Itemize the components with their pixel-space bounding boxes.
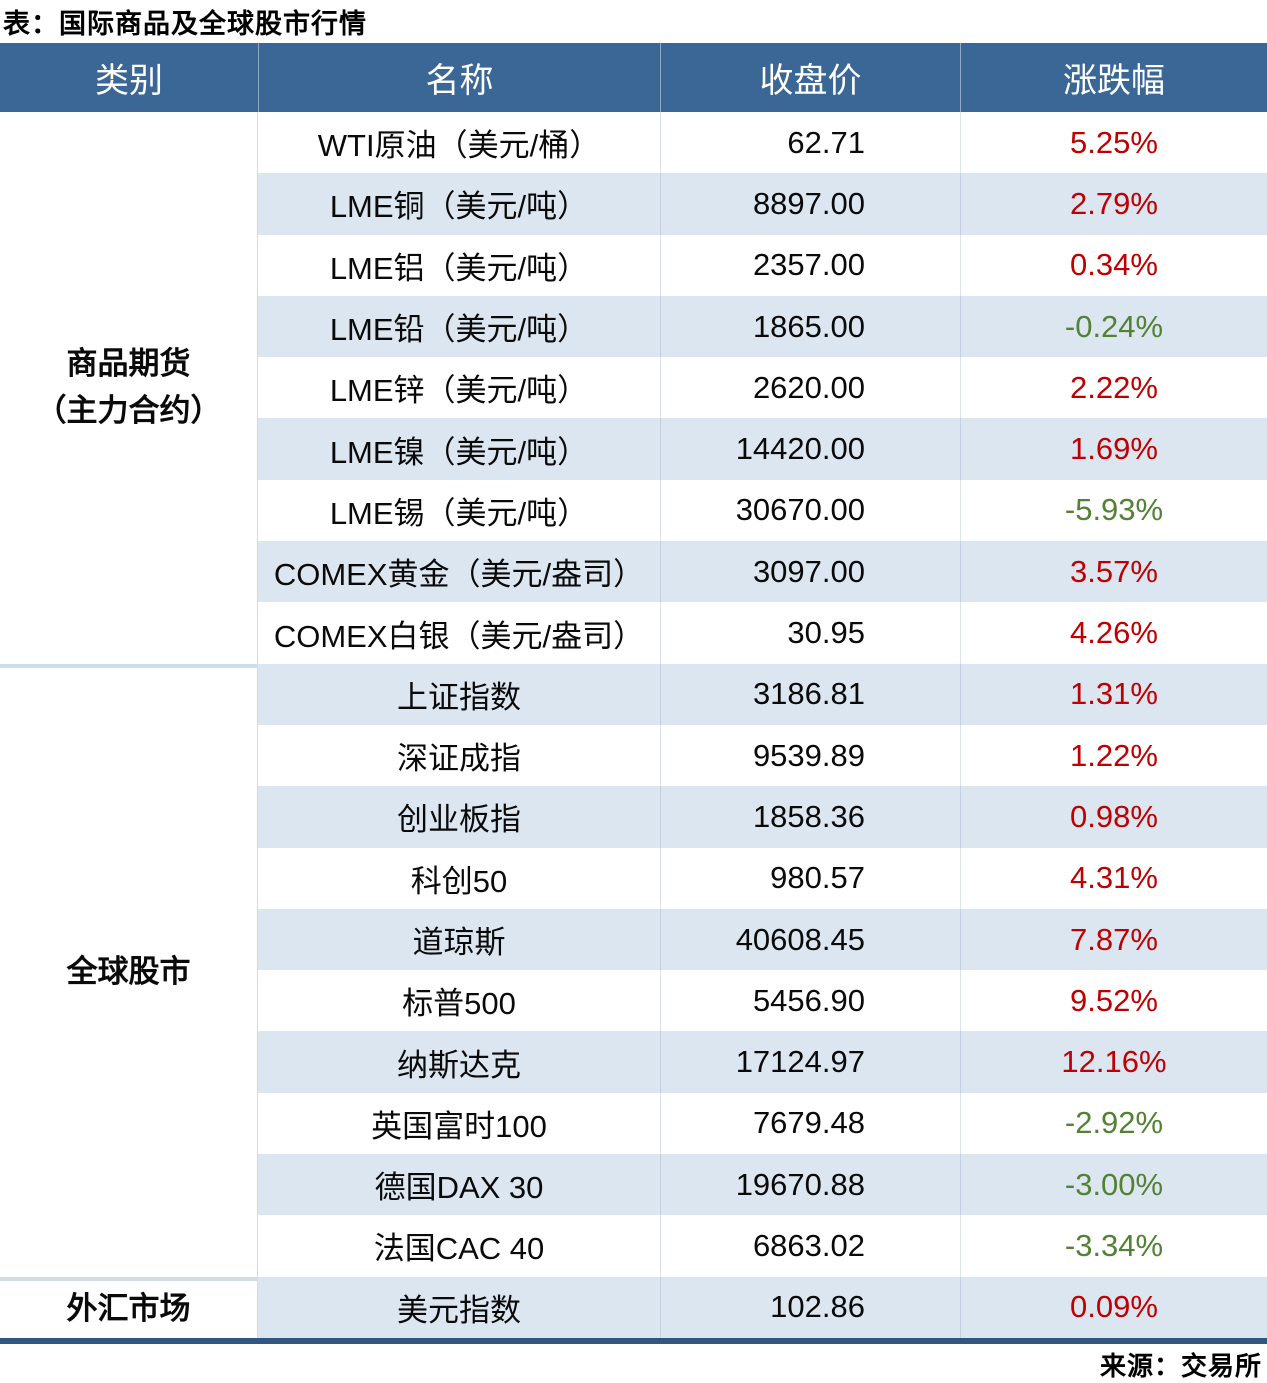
change-cell: 5.25% — [960, 112, 1267, 174]
category-label: （主力合约） — [35, 392, 222, 428]
close-price-cell: 2357.00 — [660, 234, 960, 296]
name-cell: COMEX白银（美元/盎司） — [273, 618, 645, 654]
name-cell: 上证指数 — [258, 663, 660, 725]
name-cell: 科创50 — [410, 863, 508, 899]
name-cell: LME铝（美元/吨） — [329, 250, 589, 286]
name-cell: 美元指数 — [258, 1276, 660, 1338]
change-cell: 3.57% — [960, 541, 1267, 603]
name-cell: LME铅（美元/吨） — [258, 295, 660, 358]
category-cell: 商品期货 （主力合约） — [0, 112, 258, 664]
name-cell: 道琼斯 — [258, 908, 660, 971]
table-title: 表：国际商品及全球股市行情 — [3, 9, 367, 39]
change-cell: 2.22% — [960, 357, 1267, 419]
close-price-cell: 17124.97 — [660, 1031, 960, 1093]
close-price-cell: 62.71 — [660, 112, 960, 174]
change-cell: -0.24% — [960, 295, 1267, 358]
name-cell: LME锡（美元/吨） — [329, 495, 589, 531]
change-cell: -2.92% — [960, 1092, 1267, 1155]
change-cell: 0.98% — [960, 786, 1267, 848]
close-price-cell: 14420.00 — [660, 418, 960, 480]
close-price-cell: 980.57 — [660, 847, 960, 909]
name-cell: LME铜（美元/吨） — [258, 173, 660, 235]
name-cell: 标普500 — [402, 986, 516, 1022]
change-cell: 9.52% — [960, 970, 1267, 1032]
change-cell: 1.22% — [960, 724, 1267, 787]
name-cell: WTI原油（美元/桶） — [317, 128, 601, 164]
name-cell: 法国CAC 40 — [373, 1231, 545, 1267]
close-price-cell: 1865.00 — [660, 295, 960, 358]
change-cell: -5.93% — [960, 479, 1267, 542]
change-cell: -3.34% — [960, 1215, 1267, 1277]
source-label: 来源：交易所 — [1099, 1351, 1262, 1381]
change-cell: -3.00% — [960, 1154, 1267, 1216]
close-price-cell: 7679.48 — [660, 1092, 960, 1155]
header-cell-category: 类别 — [0, 43, 258, 112]
close-price-cell: 3097.00 — [660, 541, 960, 603]
category-cell: 全球股市 — [0, 663, 258, 1277]
name-cell: 德国DAX 30 — [258, 1154, 660, 1216]
category-label: 商品期货 — [66, 346, 191, 382]
change-cell: 1.69% — [960, 418, 1267, 480]
header-cell-change: 涨跌幅 — [960, 43, 1267, 112]
market-table: 类别 名称 收盘价 涨跌幅 商品期货 （主力合约） WTI原油（美元/桶） 62.71… — [0, 43, 1267, 1344]
close-price-cell: 8897.00 — [660, 173, 960, 235]
name-cell: 创业板指 — [258, 786, 660, 848]
change-cell: 7.87% — [960, 908, 1267, 971]
close-price-cell: 102.86 — [660, 1276, 960, 1338]
change-cell: 0.09% — [960, 1276, 1267, 1338]
change-cell: 12.16% — [960, 1031, 1267, 1093]
close-price-cell: 30.95 — [660, 602, 960, 664]
category-label: 全球股市 — [66, 953, 191, 989]
name-cell: 英国富时100 — [371, 1108, 547, 1144]
close-price-cell: 9539.89 — [660, 724, 960, 787]
category-cell: 外汇市场 — [0, 1276, 258, 1338]
change-cell: 0.34% — [960, 234, 1267, 296]
close-price-cell: 30670.00 — [660, 479, 960, 542]
close-price-cell: 2620.00 — [660, 357, 960, 419]
change-cell: 4.31% — [960, 847, 1267, 909]
category-label: 外汇市场 — [66, 1291, 191, 1327]
close-price-cell: 19670.88 — [660, 1154, 960, 1216]
close-price-cell: 40608.45 — [660, 908, 960, 971]
name-cell: COMEX黄金（美元/盎司） — [258, 541, 660, 603]
name-cell: 深证成指 — [397, 741, 521, 777]
close-price-cell: 5456.90 — [660, 970, 960, 1032]
name-cell: LME锌（美元/吨） — [329, 373, 589, 409]
name-cell: 纳斯达克 — [258, 1031, 660, 1093]
name-cell: LME镍（美元/吨） — [258, 418, 660, 480]
close-price-cell: 3186.81 — [660, 663, 960, 725]
header-cell-name: 名称 — [258, 43, 660, 112]
header-cell-close: 收盘价 — [660, 43, 960, 112]
change-cell: 1.31% — [960, 663, 1267, 725]
change-cell: 2.79% — [960, 173, 1267, 235]
close-price-cell: 6863.02 — [660, 1215, 960, 1277]
change-cell: 4.26% — [960, 602, 1267, 664]
close-price-cell: 1858.36 — [660, 786, 960, 848]
